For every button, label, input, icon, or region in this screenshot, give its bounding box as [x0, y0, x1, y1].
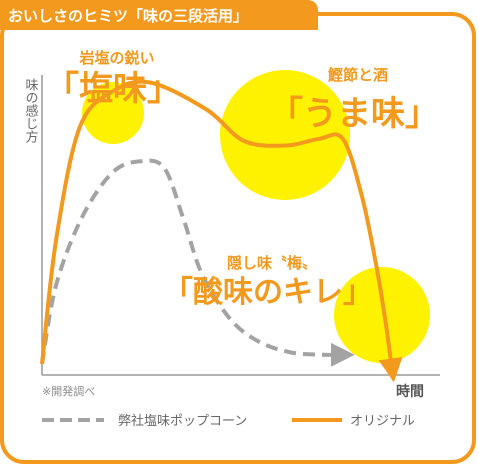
page-title: おいしさのヒミツ「味の三段活用」	[8, 7, 249, 25]
legend-label-comparison: 弊社塩味ポップコーン	[118, 413, 247, 429]
kire-highlight-circle	[334, 267, 430, 363]
research-note: ※開発調べ	[42, 384, 95, 398]
legend-label-original: オリジナル	[350, 414, 415, 429]
x-axis-label: 時間	[396, 383, 424, 400]
kire-annotation-label: 「酸味のキレ」	[163, 275, 373, 310]
umami-annotation-label: 「うま味」	[269, 94, 439, 134]
series-line-original	[40, 79, 403, 383]
salt-annotation-label: 「塩味」	[45, 69, 181, 109]
salt-annotation-subtitle: 岩塩の鋭い	[78, 49, 154, 67]
umami-annotation-subtitle: 鰹節と酒	[328, 66, 388, 84]
y-axis-label: 味の感じ方	[23, 78, 39, 144]
salt-highlight-circle	[82, 82, 144, 144]
title-banner: おいしさのヒミツ「味の三段活用」	[0, 0, 318, 30]
series-line-comparison	[40, 158, 355, 367]
umami-highlight-circle	[220, 70, 350, 200]
kire-annotation-subtitle: 隠し味〝梅〟	[227, 254, 317, 272]
